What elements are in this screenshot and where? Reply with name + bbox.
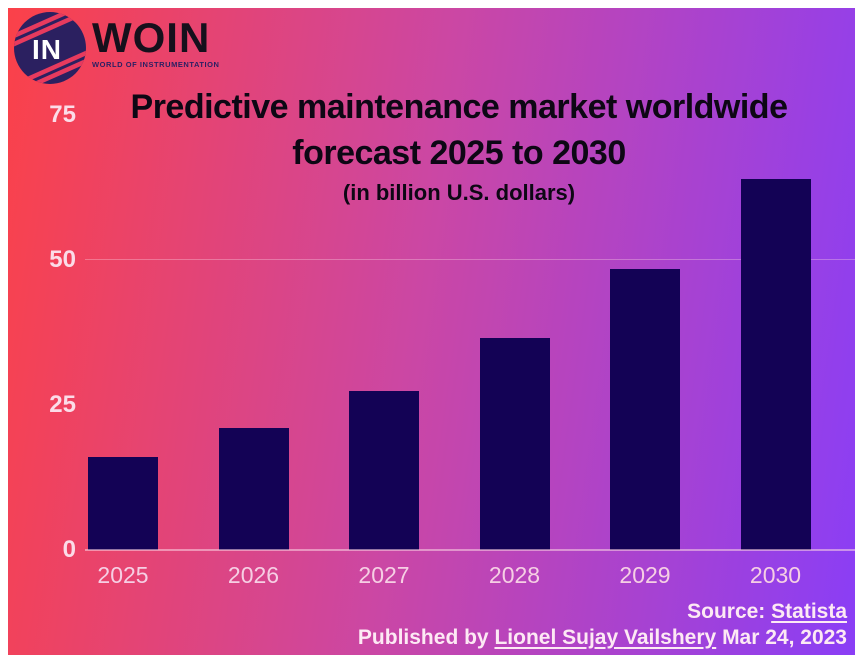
infographic-canvas: IN WOIN WORLD OF INSTRUMENTATION Predict… [8, 8, 855, 655]
y-tick-50: 50 [49, 246, 76, 273]
title-block: Predictive maintenance market worldwide … [63, 84, 855, 206]
published-line: Published by Lionel Sujay Vailshery Mar … [358, 625, 847, 651]
plot-area: 2025 2026 2027 2028 2029 2030 [85, 115, 855, 588]
woin-logo: IN WOIN WORLD OF INSTRUMENTATION [12, 10, 220, 86]
source-link[interactable]: Statista [771, 600, 847, 623]
x-tick-2027: 2027 [358, 562, 410, 588]
logo-monogram: IN [32, 34, 62, 65]
source-prefix: Source: [687, 600, 766, 623]
brand-name: WOIN [92, 14, 211, 61]
x-axis-line [85, 549, 855, 551]
x-tick-2028: 2028 [488, 562, 541, 588]
bar-2030 [740, 178, 811, 550]
y-tick-25: 25 [49, 391, 76, 418]
bar-2027 [349, 390, 419, 550]
bar-2026 [218, 428, 289, 550]
source-line: Source: Statista [358, 599, 847, 625]
gridline-50 [85, 259, 855, 260]
chart-title: Predictive maintenance market worldwide … [130, 88, 788, 172]
published-date: Mar 24, 2023 [722, 626, 847, 649]
x-tick-2030: 2030 [749, 562, 802, 588]
bar-series: 2025 2026 2027 2028 2029 2030 [85, 115, 855, 588]
bar-2028 [479, 338, 550, 550]
bar-2025 [88, 457, 158, 550]
attribution: Source: Statista Published by Lionel Suj… [358, 599, 847, 651]
x-tick-2026: 2026 [227, 562, 280, 588]
bar-2029 [610, 268, 680, 550]
author-link[interactable]: Lionel Sujay Vailshery [494, 626, 717, 649]
brand-tagline: WORLD OF INSTRUMENTATION [92, 60, 220, 69]
chart-subtitle: (in billion U.S. dollars) [342, 180, 576, 205]
woin-logo-icon: IN [12, 10, 88, 86]
y-tick-75: 75 [49, 101, 76, 128]
x-tick-2029: 2029 [619, 562, 671, 588]
gridlines [85, 115, 855, 550]
x-tick-2025: 2025 [97, 562, 149, 588]
published-prefix: Published by [357, 626, 489, 649]
y-axis: 0 25 50 75 [8, 101, 76, 563]
y-tick-0: 0 [62, 536, 76, 563]
